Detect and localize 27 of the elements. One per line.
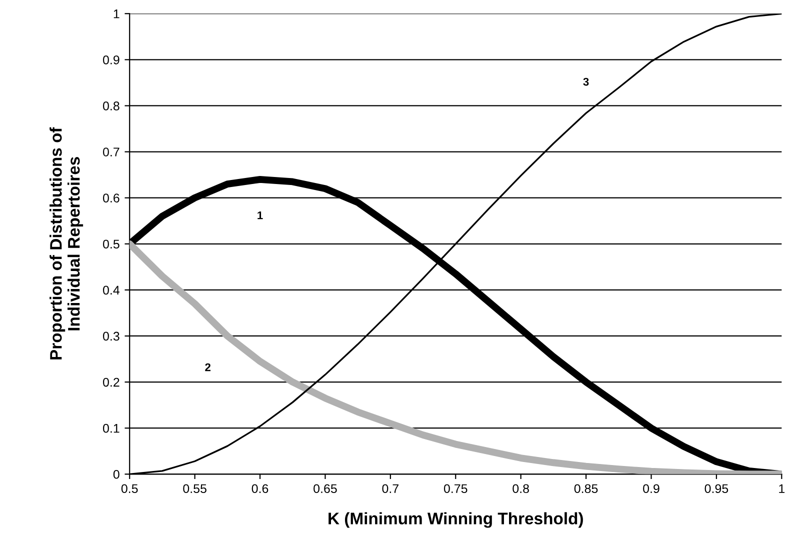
- y-tick-label: 0.3: [102, 332, 120, 341]
- x-tick-label: 0.9: [643, 484, 660, 494]
- x-tick-label: 0.8: [512, 484, 529, 494]
- x-tick-label: 0.65: [314, 484, 337, 494]
- y-tick-label: 0: [113, 470, 120, 479]
- y-tick-label: 0.4: [102, 286, 120, 295]
- x-tick-label: 0.95: [704, 484, 728, 494]
- x-tick-label: 0.7: [382, 484, 398, 494]
- x-tick-label: 0.85: [574, 484, 598, 494]
- annotation: 3: [583, 78, 589, 86]
- x-tick-label: 0.75: [444, 484, 468, 494]
- x-tick-label: 0.55: [183, 484, 206, 494]
- y-tick-label: 0.1: [102, 424, 120, 433]
- y-tick-label: 0.9: [102, 55, 120, 64]
- y-axis-title: Proportion of Distributions of Individual Repertoires: [50, 127, 84, 360]
- y-tick-label: 0.5: [102, 240, 120, 249]
- y-tick-label: 0.8: [102, 102, 120, 110]
- annotation: 1: [258, 211, 263, 220]
- annotation: 2: [205, 363, 210, 372]
- y-tick-label: 1: [114, 10, 120, 18]
- y-tick-label: 0.2: [102, 378, 120, 387]
- y-tick-label: 0.7: [102, 148, 120, 156]
- x-tick-label: 0.5: [121, 484, 138, 494]
- y-tick-label: 0.6: [102, 194, 120, 202]
- x-tick-label: 1: [779, 484, 785, 493]
- x-axis-title: K (Minimum Winning Threshold): [328, 512, 583, 528]
- x-tick-label: 0.6: [252, 484, 268, 494]
